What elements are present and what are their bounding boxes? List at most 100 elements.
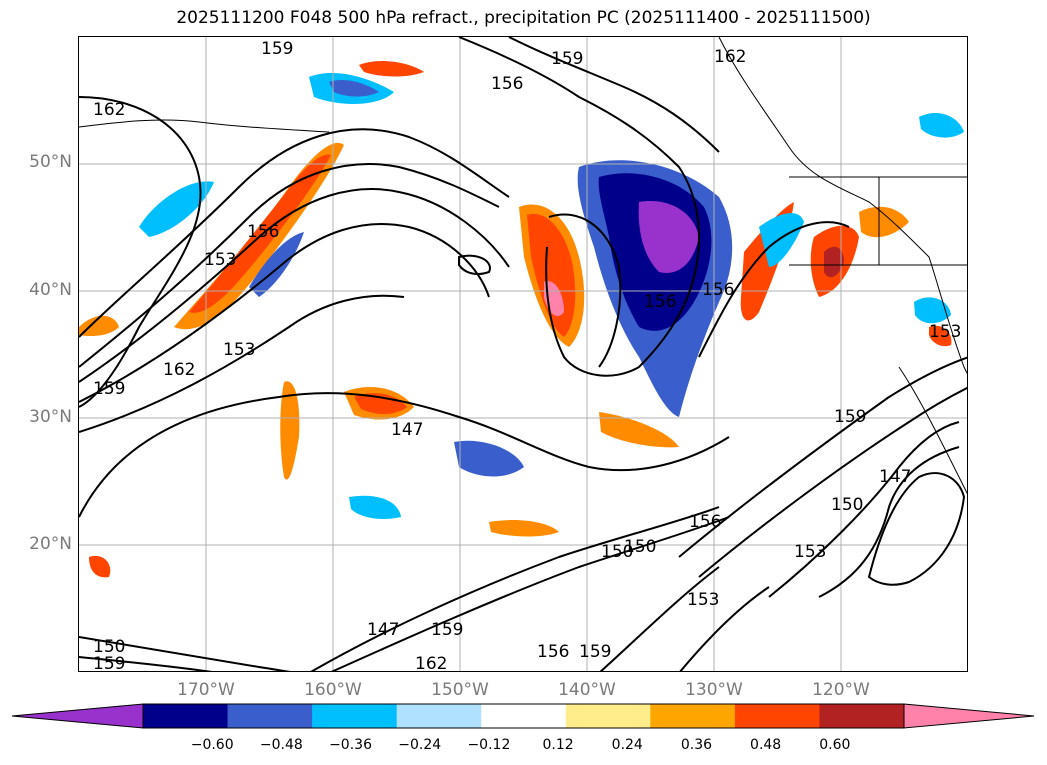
contour-line [79,392,730,518]
contour-label: 150 [93,637,125,657]
contour-label: 156 [537,642,569,662]
contour-label: 150 [831,495,863,515]
contour-line [79,96,202,408]
colorbar-tick-label: −0.48 [259,737,303,753]
contour-label: 162 [163,360,195,380]
contour-label: 156 [644,292,676,312]
map-title: 2025111200 F048 500 hPa refract., precip… [176,8,871,28]
contour-label: 153 [687,590,719,610]
colorbar-swatch [734,704,820,728]
contour-label: 153 [223,340,255,360]
contour-line [79,656,213,671]
lat-label-40n: 40°N [29,280,72,300]
contour-line [310,506,720,671]
contour-label: 159 [261,39,293,59]
contour-label: 150 [624,537,656,557]
precip-shading [79,61,964,578]
map-panel: 159 156 159 162 162 153 156 162 153 159 … [78,36,968,672]
contour-label: 159 [93,379,125,399]
contour-line [79,188,510,383]
contour-label: 156 [491,74,523,94]
colorbar-tick-label: −0.12 [467,737,511,753]
colorbar-tick-label: −0.24 [398,737,442,753]
contour-label: 153 [929,322,961,342]
contour-line [678,356,967,558]
graticule [79,37,967,671]
precip-patch [454,440,524,477]
lon-label-170w: 170°W [177,680,235,700]
colorbar-swatch [143,704,229,728]
contour-label: 147 [391,420,423,440]
coastline-alaska [79,119,330,133]
contour-label: 162 [714,47,746,67]
coastlines [79,37,967,495]
coastline-north-america [718,37,967,375]
contour-line [79,223,490,403]
colorbar-tick-label: 0.24 [611,737,643,753]
contour-line [679,586,770,671]
colorbar-swatch [819,704,905,728]
contour-line [458,254,491,275]
lat-label-50n: 50°N [29,152,72,172]
colorbar-tick-label: −0.36 [329,737,372,753]
contour-line [508,37,720,153]
lon-label-140w: 140°W [558,680,616,700]
lon-label-160w: 160°W [304,680,362,700]
contour-line [698,221,850,358]
height-contours [79,37,967,671]
contour-label: 153 [204,250,236,270]
contour-line [599,566,720,671]
precip-patch [759,212,804,267]
contour-line [331,516,730,671]
colorbar-tick-label: −0.60 [190,737,234,753]
colorbar-tick-label: 0.60 [819,737,851,753]
precip-patch [824,246,844,278]
precip-patch [89,555,111,578]
contour-line [79,163,500,368]
lon-label-130w: 130°W [685,680,743,700]
contour-label: 159 [93,654,125,672]
precip-patch [329,80,379,97]
lat-label-20n: 20°N [29,534,72,554]
precip-patch [914,297,951,324]
colorbar-swatch [650,704,736,728]
colorbar-tick-label: 0.36 [680,737,713,753]
lon-label-120w: 120°W [812,680,870,700]
precip-patch [354,393,407,414]
colorbar-tick-label: 0.48 [750,737,782,753]
lat-label-30n: 30°N [29,407,72,427]
contour-label: 147 [367,620,399,640]
colorbar-swatch [396,704,482,728]
precip-patch [359,61,424,77]
contour-label: 156 [247,222,279,242]
contour-label: 162 [415,654,447,672]
contour-label: 159 [834,407,866,427]
colorbar-tick-label: 0.12 [542,737,574,753]
precip-patch [349,495,401,520]
contour-line [698,386,967,578]
contour-line [867,472,966,586]
precip-patch [189,154,331,313]
coastline-baja [898,366,967,495]
precip-patch [139,181,214,237]
colorbar-swatch [481,704,567,728]
colorbar [11,703,1035,729]
contour-label: 159 [579,642,611,662]
contour-line [79,636,291,671]
contour-label: 159 [431,620,463,640]
map-svg: 159 156 159 162 162 153 156 162 153 159 … [79,37,967,672]
contour-line [458,37,700,377]
colorbar-swatch [312,704,398,728]
contour-line [768,421,960,598]
precip-patch [638,201,699,273]
contour-label: 159 [551,49,583,69]
contour-label: 156 [689,512,721,532]
precip-patch [599,412,679,448]
lon-label-150w: 150°W [431,680,489,700]
contour-label: 156 [702,280,734,300]
precip-patch [79,315,119,337]
contour-label: 147 [879,467,911,487]
contour-line [79,294,405,433]
colorbar-swatch [227,704,313,728]
precip-patch [929,325,952,347]
